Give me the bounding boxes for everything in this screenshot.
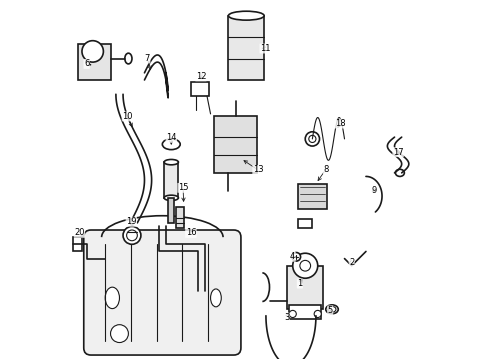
Bar (168, 198, 174, 223)
Text: 19: 19 (126, 217, 136, 226)
Ellipse shape (164, 159, 178, 165)
Text: 6: 6 (84, 59, 89, 68)
Bar (228, 16, 264, 80)
Bar (164, 162, 178, 198)
Ellipse shape (124, 53, 132, 64)
Circle shape (292, 253, 317, 278)
Circle shape (308, 135, 315, 143)
Text: 8: 8 (323, 165, 328, 174)
Bar (287, 266, 323, 309)
Text: 5: 5 (327, 306, 332, 315)
Text: 20: 20 (74, 228, 84, 237)
Text: 12: 12 (195, 72, 206, 81)
Text: 7: 7 (144, 54, 150, 63)
Circle shape (123, 226, 141, 244)
Circle shape (110, 325, 128, 342)
FancyBboxPatch shape (83, 230, 241, 355)
Bar (214, 116, 257, 173)
Bar (298, 219, 312, 228)
Text: 14: 14 (166, 133, 176, 142)
Bar (298, 184, 326, 208)
Ellipse shape (228, 11, 264, 20)
Bar (190, 82, 208, 96)
Circle shape (313, 310, 321, 318)
Ellipse shape (105, 287, 119, 309)
Text: 17: 17 (392, 148, 403, 157)
Circle shape (288, 310, 296, 318)
Bar (73, 237, 82, 251)
Text: 3: 3 (284, 313, 289, 322)
Ellipse shape (327, 306, 335, 312)
Bar (78, 44, 110, 80)
Text: 4: 4 (289, 252, 295, 261)
Text: 10: 10 (122, 112, 132, 121)
Text: 13: 13 (252, 166, 263, 175)
Ellipse shape (325, 305, 338, 314)
Text: 2: 2 (348, 258, 354, 267)
Ellipse shape (395, 169, 404, 176)
Ellipse shape (164, 195, 178, 201)
Text: 11: 11 (260, 44, 270, 53)
Circle shape (126, 230, 137, 241)
Text: 15: 15 (178, 183, 188, 192)
Text: 18: 18 (334, 119, 345, 128)
Text: 9: 9 (370, 186, 376, 195)
Circle shape (291, 252, 300, 261)
Circle shape (299, 260, 310, 271)
Bar (288, 305, 321, 319)
Text: 1: 1 (297, 279, 302, 288)
Circle shape (82, 41, 103, 62)
Ellipse shape (162, 139, 180, 150)
Bar (176, 207, 184, 228)
Circle shape (305, 132, 319, 146)
Ellipse shape (210, 289, 221, 307)
Text: 16: 16 (185, 228, 196, 237)
